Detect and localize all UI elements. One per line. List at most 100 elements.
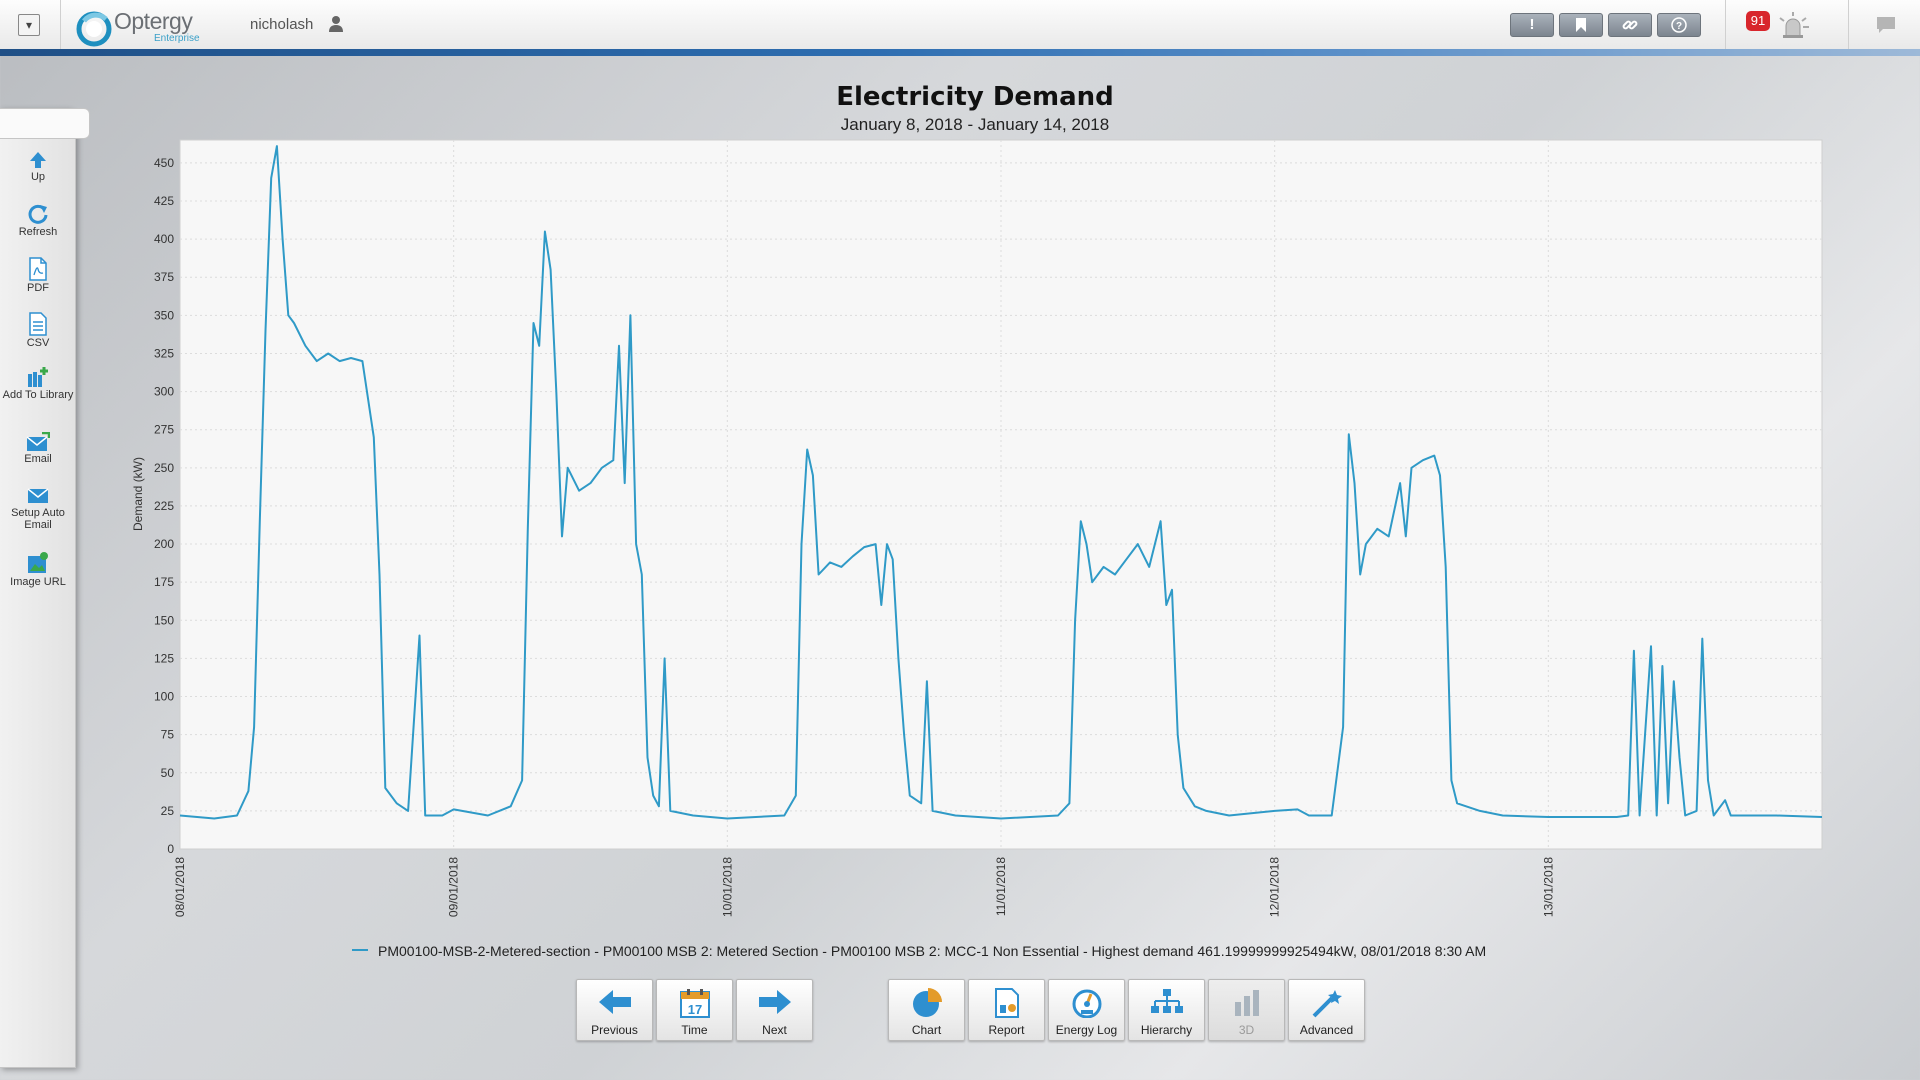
report-button[interactable]: Report xyxy=(968,979,1045,1041)
side-csv-button[interactable]: CSV xyxy=(0,312,76,349)
hierarchy-button[interactable]: Hierarchy xyxy=(1128,979,1205,1041)
help-icon: ? xyxy=(1671,17,1687,33)
y-tick-label: 0 xyxy=(167,842,174,856)
y-tick-label: 275 xyxy=(154,423,174,437)
y-tick-label: 125 xyxy=(154,651,174,665)
magic-wand-icon xyxy=(1312,990,1342,1018)
advanced-button[interactable]: Advanced xyxy=(1288,979,1365,1041)
tool-label: Advanced xyxy=(1299,1023,1354,1037)
hierarchy-icon xyxy=(1150,989,1183,1013)
gauge-icon xyxy=(1072,989,1101,1018)
y-axis-label: Demand (kW) xyxy=(131,457,145,531)
y-tick-label: 25 xyxy=(161,804,175,818)
y-tick-label: 425 xyxy=(154,194,174,208)
y-tick-label: 50 xyxy=(161,766,175,780)
svg-text:?: ? xyxy=(1676,21,1682,32)
tool-label: Time xyxy=(681,1023,708,1037)
alarm-light-icon[interactable] xyxy=(1776,10,1810,38)
y-tick-label: 200 xyxy=(154,537,174,551)
next-arrow-icon xyxy=(758,990,791,1014)
previous-arrow-icon xyxy=(598,990,631,1014)
y-tick-label: 325 xyxy=(154,346,174,360)
chart-subtitle: January 8, 2018 - January 14, 2018 xyxy=(840,115,1110,134)
divider xyxy=(1725,0,1726,49)
3d-bars-icon xyxy=(1234,990,1259,1016)
side-setup-auto-email-button[interactable]: Setup Auto Email xyxy=(0,486,76,531)
optergy-logo[interactable]: Optergy Enterprise xyxy=(76,8,226,48)
chat-icon[interactable] xyxy=(1876,16,1896,34)
exclamation-icon: ! xyxy=(1529,16,1535,33)
legend-swatch xyxy=(352,949,368,952)
chart-legend[interactable]: PM00100-MSB-2-Metered-section - PM00100 … xyxy=(352,943,1486,959)
y-tick-label: 150 xyxy=(154,613,174,627)
up-arrow-icon xyxy=(30,152,46,168)
x-tick-label: 11/01/2018 xyxy=(994,857,1008,916)
side-item-label: CSV xyxy=(26,337,50,349)
side-item-label: PDF xyxy=(27,282,49,294)
pdf-icon xyxy=(29,257,47,281)
x-tick-label: 13/01/2018 xyxy=(1541,857,1555,917)
side-item-label: Image URL xyxy=(10,576,66,588)
side-item-label: Email xyxy=(24,453,52,465)
side-refresh-button[interactable]: Refresh xyxy=(0,203,76,238)
side-pdf-button[interactable]: PDF xyxy=(0,257,76,294)
y-tick-label: 300 xyxy=(154,385,174,399)
y-tick-label: 75 xyxy=(161,728,175,742)
tool-label: Chart xyxy=(911,1023,942,1037)
x-tick-label: 08/01/2018 xyxy=(173,857,187,917)
x-axis-ticks: 08/01/2018 09/01/2018 10/01/2018 11/01/2018… xyxy=(173,857,1555,917)
3d-button[interactable]: 3D xyxy=(1208,979,1285,1041)
link-icon xyxy=(1622,20,1638,30)
side-item-label: Add To Library xyxy=(2,389,74,401)
y-tick-label: 175 xyxy=(154,575,174,589)
side-add-to-library-button[interactable]: Add To Library xyxy=(0,366,76,401)
side-email-button[interactable]: Email xyxy=(0,432,76,465)
time-button[interactable]: 17 Time xyxy=(656,979,733,1041)
menu-toggle-button[interactable]: ▾ xyxy=(18,14,40,36)
tool-label: Hierarchy xyxy=(1140,1023,1193,1037)
email-icon xyxy=(26,432,50,451)
y-tick-label: 350 xyxy=(154,308,174,322)
side-image-url-button[interactable]: Image URL xyxy=(0,551,76,588)
bookmark-button[interactable] xyxy=(1559,13,1603,37)
y-tick-label: 100 xyxy=(154,690,174,704)
demand-series-line[interactable] xyxy=(179,145,1823,820)
side-item-label: Up xyxy=(30,171,46,183)
help-button[interactable]: ? xyxy=(1657,13,1701,37)
x-tick-label: 09/01/2018 xyxy=(447,857,461,917)
previous-button[interactable]: Previous xyxy=(576,979,653,1041)
side-item-label: Refresh xyxy=(18,226,58,238)
x-tick-label: 12/01/2018 xyxy=(1268,857,1282,917)
optergy-logo-icon xyxy=(76,11,112,47)
logo-name: Optergy xyxy=(114,8,193,34)
tool-label: 3D xyxy=(1238,1023,1255,1037)
energy-log-button[interactable]: Energy Log xyxy=(1048,979,1125,1041)
y-tick-label: 250 xyxy=(154,461,174,475)
calendar-day-text: 17 xyxy=(687,1002,701,1017)
tool-label: Energy Log xyxy=(1055,1023,1118,1037)
next-button[interactable]: Next xyxy=(736,979,813,1041)
link-button[interactable] xyxy=(1608,13,1652,37)
alerts-button[interactable]: ! xyxy=(1510,13,1554,37)
csv-icon xyxy=(29,312,47,336)
x-tick-label: 10/01/2018 xyxy=(720,857,734,917)
side-up-button[interactable]: Up xyxy=(0,150,76,183)
logo-subtitle: Enterprise xyxy=(154,33,200,44)
calendar-icon: 17 xyxy=(679,989,710,1018)
chart-button[interactable]: Chart xyxy=(888,979,965,1041)
tool-label: Previous xyxy=(591,1023,638,1037)
refresh-icon xyxy=(28,204,48,224)
side-item-label: Setup Auto Email xyxy=(11,507,65,531)
side-panel-tab[interactable] xyxy=(0,108,90,139)
auto-email-icon xyxy=(27,488,49,503)
username[interactable]: nicholash xyxy=(250,16,314,33)
alarm-count-badge[interactable]: 91 xyxy=(1746,11,1770,31)
tool-label: Next xyxy=(762,1023,787,1037)
chart-title: Electricity Demand xyxy=(836,82,1114,112)
y-tick-label: 450 xyxy=(154,156,174,170)
legend-text: PM00100-MSB-2-Metered-section - PM00100 … xyxy=(378,943,1487,959)
user-icon[interactable] xyxy=(328,15,344,33)
divider xyxy=(1848,0,1849,49)
pie-chart-icon xyxy=(912,988,942,1017)
